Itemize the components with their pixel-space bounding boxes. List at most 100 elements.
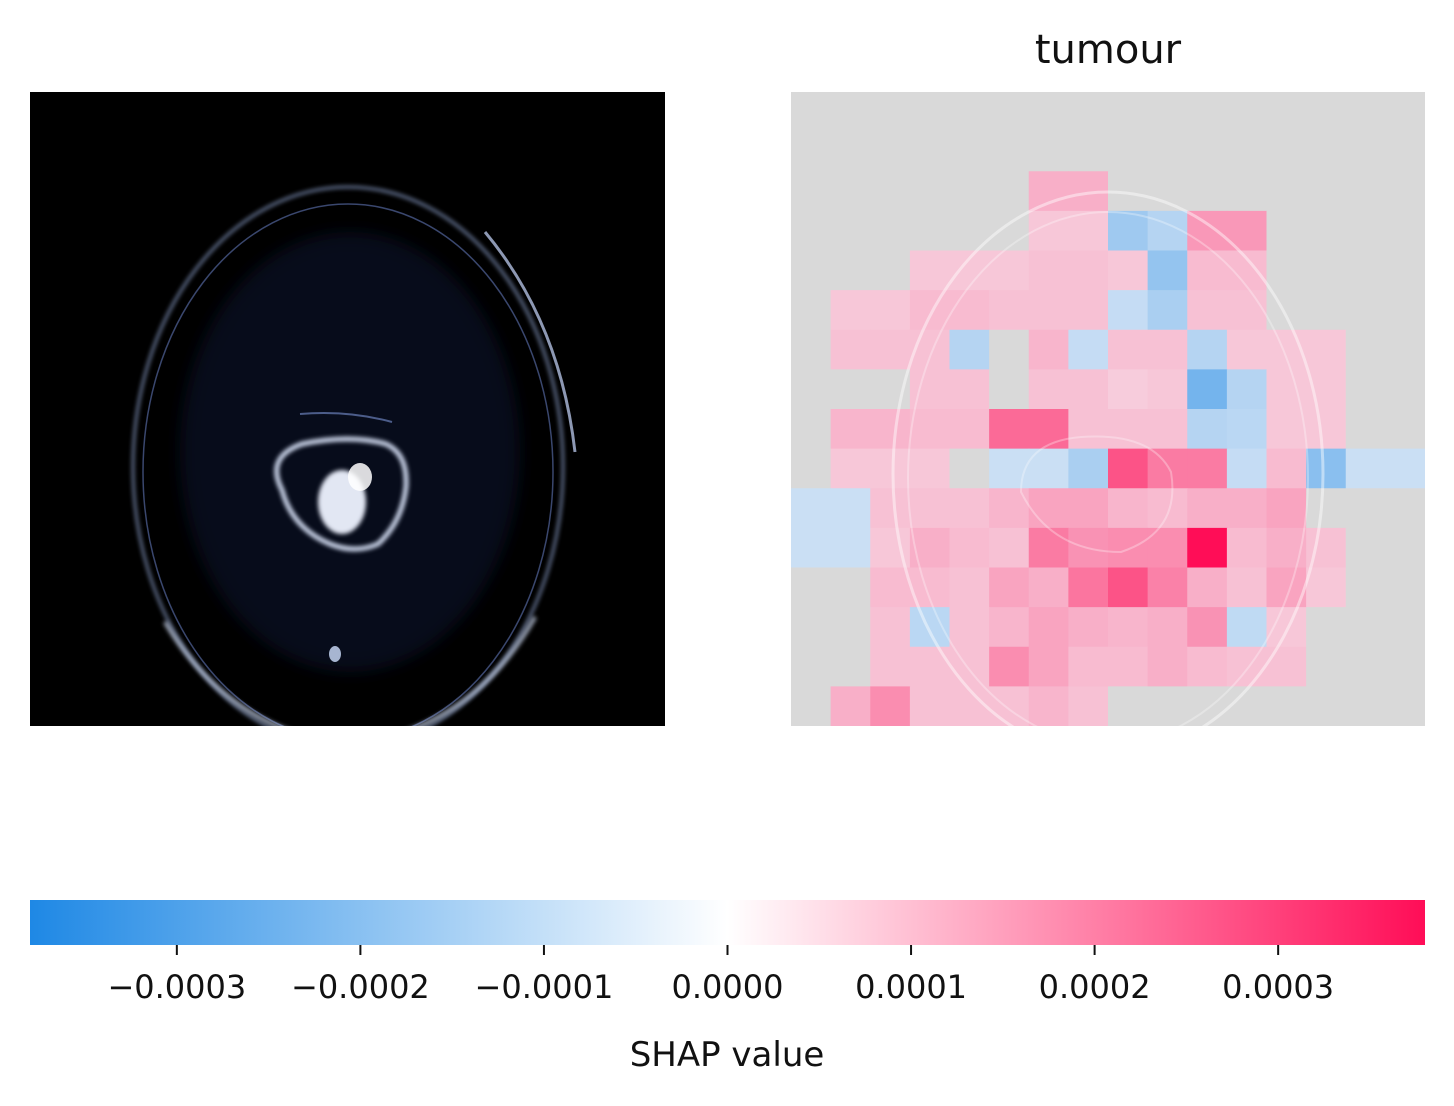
heatmap-cell xyxy=(989,131,1030,172)
heatmap-cell xyxy=(870,686,911,726)
heatmap-cell xyxy=(1306,131,1347,172)
heatmap-cell xyxy=(949,329,990,370)
heatmap-cell xyxy=(1068,488,1109,529)
heatmap-cell xyxy=(1187,448,1228,489)
heatmap-cell xyxy=(989,369,1030,410)
heatmap-cell xyxy=(909,448,951,489)
heatmap-cell xyxy=(791,369,832,410)
heatmap-cell xyxy=(830,409,871,450)
heatmap-cell xyxy=(1385,686,1425,726)
heatmap-cell xyxy=(1306,250,1347,291)
heatmap-cell xyxy=(791,527,832,569)
heatmap-cell xyxy=(830,607,871,648)
heatmap-cell xyxy=(870,448,911,489)
heatmap-cell xyxy=(1345,607,1386,648)
heatmap-cell xyxy=(1147,92,1188,133)
heatmap-cell xyxy=(1147,329,1188,370)
heatmap-cell xyxy=(1306,409,1347,450)
heatmap-cell xyxy=(1187,210,1228,252)
heatmap-cell xyxy=(989,409,1030,450)
heatmap-cell xyxy=(1147,171,1188,212)
heatmap-cell xyxy=(830,92,871,133)
heatmap-cell xyxy=(1306,686,1347,726)
heatmap-cell xyxy=(1345,567,1386,608)
heatmap-cell xyxy=(1345,92,1386,133)
heatmap-cell xyxy=(1068,567,1109,608)
heatmap-cell xyxy=(1385,369,1425,410)
heatmap-cell xyxy=(1108,171,1149,212)
heatmap-cell xyxy=(1028,369,1069,410)
heatmap-cell xyxy=(989,290,1030,331)
heatmap-cell xyxy=(949,409,990,450)
colorbar-tick-label: 0.0003 xyxy=(1222,968,1334,1006)
heatmap-cell xyxy=(870,210,911,252)
heatmap-cell xyxy=(1187,369,1228,410)
heatmap-cell xyxy=(1187,409,1228,450)
heatmap-cell xyxy=(1147,290,1188,331)
heatmap-cell xyxy=(1266,369,1307,410)
heatmap-cell xyxy=(870,646,911,687)
heatmap-cell xyxy=(1306,171,1347,212)
heatmap-cell xyxy=(1068,369,1109,410)
heatmap-cell xyxy=(1266,607,1307,648)
heatmap-cell xyxy=(1345,210,1386,252)
heatmap-cell xyxy=(909,290,951,331)
heatmap-cell xyxy=(909,527,951,569)
heatmap-cell xyxy=(830,646,871,687)
heatmap-cell xyxy=(989,92,1030,133)
heatmap-cell xyxy=(1147,527,1188,569)
heatmap-cell xyxy=(830,369,871,410)
heatmap-cell xyxy=(1345,646,1386,687)
heatmap-cell xyxy=(1108,527,1149,569)
heatmap-cell xyxy=(830,131,871,172)
heatmap-cell xyxy=(1187,646,1228,687)
heatmap-cell xyxy=(1028,488,1069,529)
heatmap-cell xyxy=(949,171,990,212)
heatmap-cell xyxy=(1187,290,1228,331)
heatmap-cell xyxy=(791,607,832,648)
heatmap-cell xyxy=(1187,607,1228,648)
heatmap-cell xyxy=(1028,646,1069,687)
heatmap-cell xyxy=(1385,171,1425,212)
colorbar-tick-label: 0.0001 xyxy=(855,968,967,1006)
heatmap-cell xyxy=(1028,210,1069,252)
heatmap-cell xyxy=(909,131,951,172)
heatmap-cell xyxy=(870,567,911,608)
heatmap-cell xyxy=(1226,488,1268,529)
heatmap-cell xyxy=(1147,646,1188,687)
heatmap-cell xyxy=(870,92,911,133)
shap-heatmap xyxy=(791,92,1425,726)
colorbar-tick-label: −0.0002 xyxy=(291,968,430,1006)
heatmap-cell xyxy=(1266,448,1307,489)
colorbar-tick-label: 0.0002 xyxy=(1039,968,1151,1006)
heatmap-cell xyxy=(1068,409,1109,450)
heatmap-cell xyxy=(791,250,832,291)
heatmap-cell xyxy=(1108,250,1149,291)
heatmap-cell xyxy=(1108,646,1149,687)
heatmap-cell xyxy=(1345,527,1386,569)
heatmap-cell xyxy=(1226,329,1268,370)
heatmap-cell xyxy=(1385,527,1425,569)
heatmap-cell xyxy=(989,646,1030,687)
heatmap-cell xyxy=(1108,607,1149,648)
heatmap-cell xyxy=(1385,409,1425,450)
heatmap-cell xyxy=(909,646,951,687)
heatmap-cell xyxy=(989,171,1030,212)
heatmap-cell xyxy=(1385,329,1425,370)
heatmap-cell xyxy=(830,171,871,212)
heatmap-cell xyxy=(1385,290,1425,331)
heatmap-cell xyxy=(1187,488,1228,529)
heatmap-cell xyxy=(1226,369,1268,410)
heatmap-cell xyxy=(1385,448,1425,489)
heatmap-cell xyxy=(1226,646,1268,687)
heatmap-cell xyxy=(1226,448,1268,489)
heatmap-cell xyxy=(1385,210,1425,252)
heatmap-cell xyxy=(791,646,832,687)
heatmap-cell xyxy=(1345,409,1386,450)
heatmap-cell xyxy=(1385,250,1425,291)
heatmap-cell xyxy=(791,171,832,212)
heatmap-cell xyxy=(1226,210,1268,252)
heatmap-cell xyxy=(989,488,1030,529)
heatmap-cell xyxy=(909,369,951,410)
heatmap-cell xyxy=(1147,210,1188,252)
